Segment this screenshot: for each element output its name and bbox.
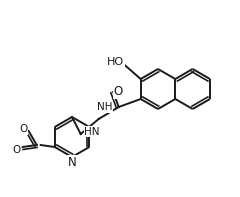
Text: O: O bbox=[19, 124, 28, 134]
Text: HN: HN bbox=[84, 127, 100, 137]
Text: O: O bbox=[114, 85, 123, 98]
Text: O: O bbox=[12, 145, 21, 155]
Text: HO: HO bbox=[107, 57, 124, 67]
Text: NH: NH bbox=[97, 102, 113, 112]
Text: N: N bbox=[68, 155, 76, 168]
